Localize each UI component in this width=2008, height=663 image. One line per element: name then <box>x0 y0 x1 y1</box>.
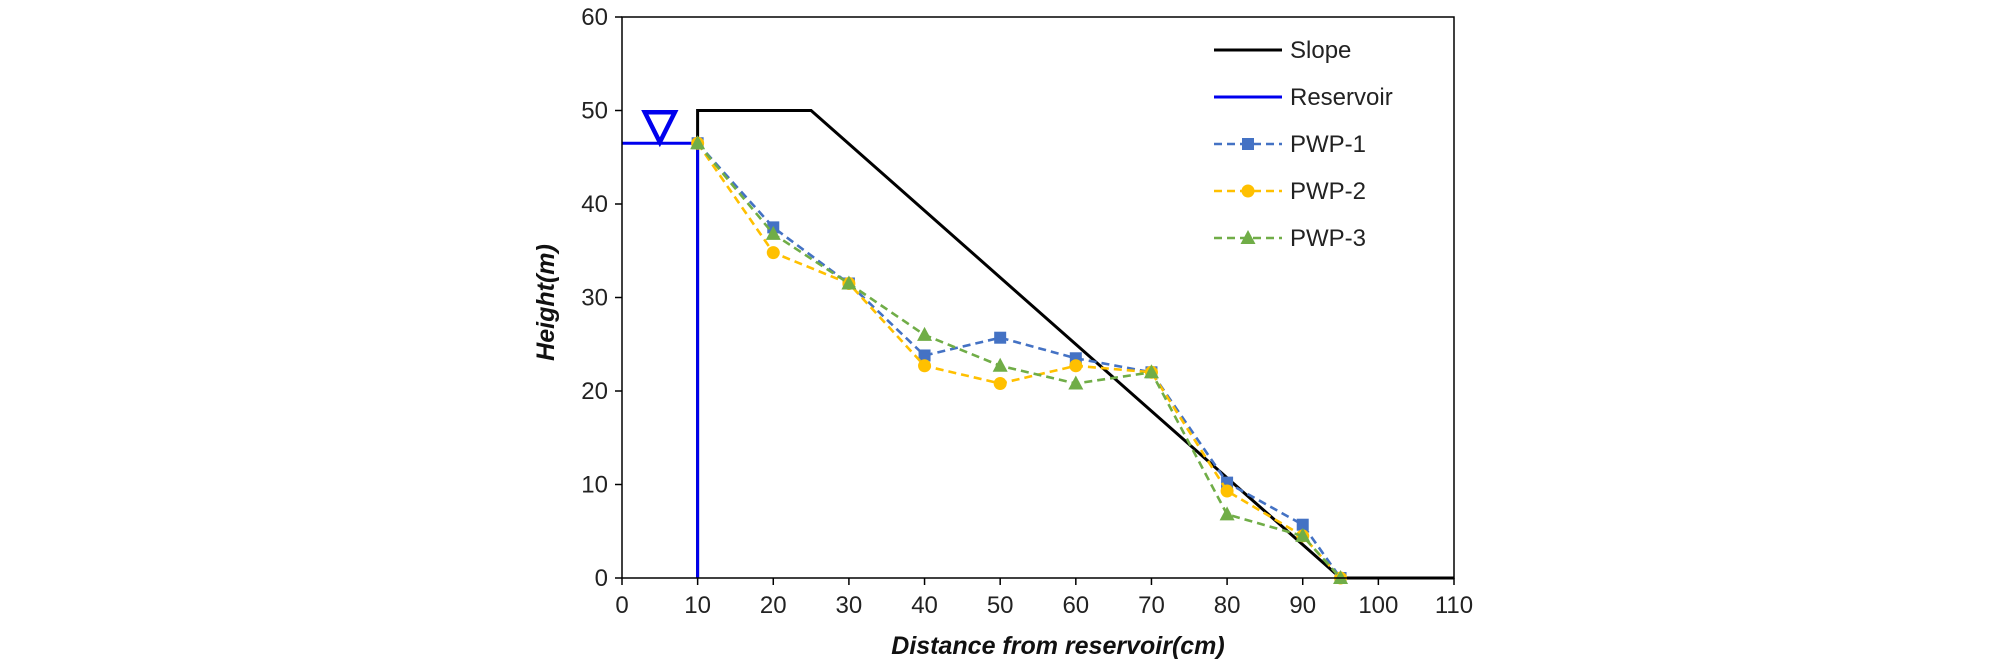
line-pwp-2 <box>696 142 1342 579</box>
marker-pwp-3-2 <box>841 275 857 290</box>
legend-marker-pwp-2 <box>1241 184 1255 198</box>
y-tick-label: 10 <box>581 472 608 499</box>
marker-pwp-1-3 <box>918 349 931 362</box>
legend-item-pwp-2: PWP-2 <box>1214 178 1366 205</box>
legend-item-pwp-1: PWP-1 <box>1214 131 1366 158</box>
y-tick-label: 30 <box>581 285 608 312</box>
x-tick-label: 20 <box>760 592 787 619</box>
marker-pwp-3-0 <box>690 135 706 150</box>
marker-pwp-3-6 <box>1143 364 1159 379</box>
y-tick-label: 40 <box>581 191 608 218</box>
marker-pwp-3-3 <box>917 326 933 341</box>
x-tick-label: 30 <box>836 592 863 619</box>
legend-marker-pwp-3 <box>1240 230 1256 244</box>
marker-pwp-2-3 <box>918 359 932 373</box>
legend-marker-pwp-1 <box>1242 138 1254 150</box>
series-pwp-1 <box>691 137 1347 584</box>
line-reservoir <box>622 141 700 578</box>
legend-label-pwp-1: PWP-1 <box>1290 131 1366 158</box>
marker-pwp-3-1 <box>765 225 781 240</box>
legend-label-pwp-2: PWP-2 <box>1290 178 1366 205</box>
x-tick-label: 60 <box>1062 592 1089 619</box>
legend-label-reservoir: Reservoir <box>1290 84 1393 111</box>
marker-pwp-3-8 <box>1295 527 1311 542</box>
line-pwp-3 <box>696 142 1342 579</box>
series-pwp-3 <box>690 135 1349 584</box>
line-pwp-1 <box>696 142 1342 579</box>
x-tick-label: 0 <box>615 592 628 619</box>
marker-pwp-1-4 <box>994 331 1007 344</box>
series-reservoir <box>622 141 700 578</box>
series-pwp-2 <box>691 136 1348 585</box>
axis-layer: 0 10 20 30 40 50 60 70 80 90 100 110 0 10 20 30 40 50 60 Di… <box>532 4 1473 660</box>
x-tick-label: 80 <box>1214 592 1241 619</box>
y-tick-label: 20 <box>581 378 608 405</box>
legend-item-reservoir: Reservoir <box>1214 84 1393 111</box>
marker-pwp-3-4 <box>992 357 1008 372</box>
x-tick-label: 10 <box>684 592 711 619</box>
y-tick-label: 60 <box>581 4 608 31</box>
marker-pwp-2-1 <box>766 246 780 260</box>
marker-pwp-2-5 <box>1069 359 1083 373</box>
marker-pwp-3-9 <box>1333 570 1349 584</box>
x-tick-label: 90 <box>1289 592 1316 619</box>
legend-item-pwp-3: PWP-3 <box>1214 225 1366 252</box>
water-level-triangle <box>641 109 679 148</box>
water-level-symbol <box>641 109 679 148</box>
marker-pwp-3-7 <box>1219 506 1235 521</box>
legend: Slope Reservoir PWP-1 PWP-2 PWP-3 <box>1214 37 1393 252</box>
y-tick-label: 50 <box>581 98 608 125</box>
marker-pwp-3-5 <box>1068 375 1084 390</box>
legend-label-pwp-3: PWP-3 <box>1290 225 1366 252</box>
marker-pwp-2-7 <box>1220 484 1234 498</box>
x-tick-label: 50 <box>987 592 1014 619</box>
x-tick-label: 100 <box>1358 592 1398 619</box>
x-axis-title: Distance from reservoir(cm) <box>891 632 1224 660</box>
y-axis-title: Height(m) <box>532 244 560 361</box>
series-layer <box>622 109 1454 585</box>
x-tick-label: 40 <box>911 592 938 619</box>
legend-label-slope: Slope <box>1290 37 1351 64</box>
marker-pwp-2-4 <box>993 377 1007 391</box>
x-tick-label: 70 <box>1138 592 1165 619</box>
x-tick-label: 110 <box>1435 592 1473 619</box>
legend-item-slope: Slope <box>1214 37 1351 64</box>
y-tick-label: 0 <box>595 565 608 592</box>
marker-pwp-1-8 <box>1296 518 1309 531</box>
